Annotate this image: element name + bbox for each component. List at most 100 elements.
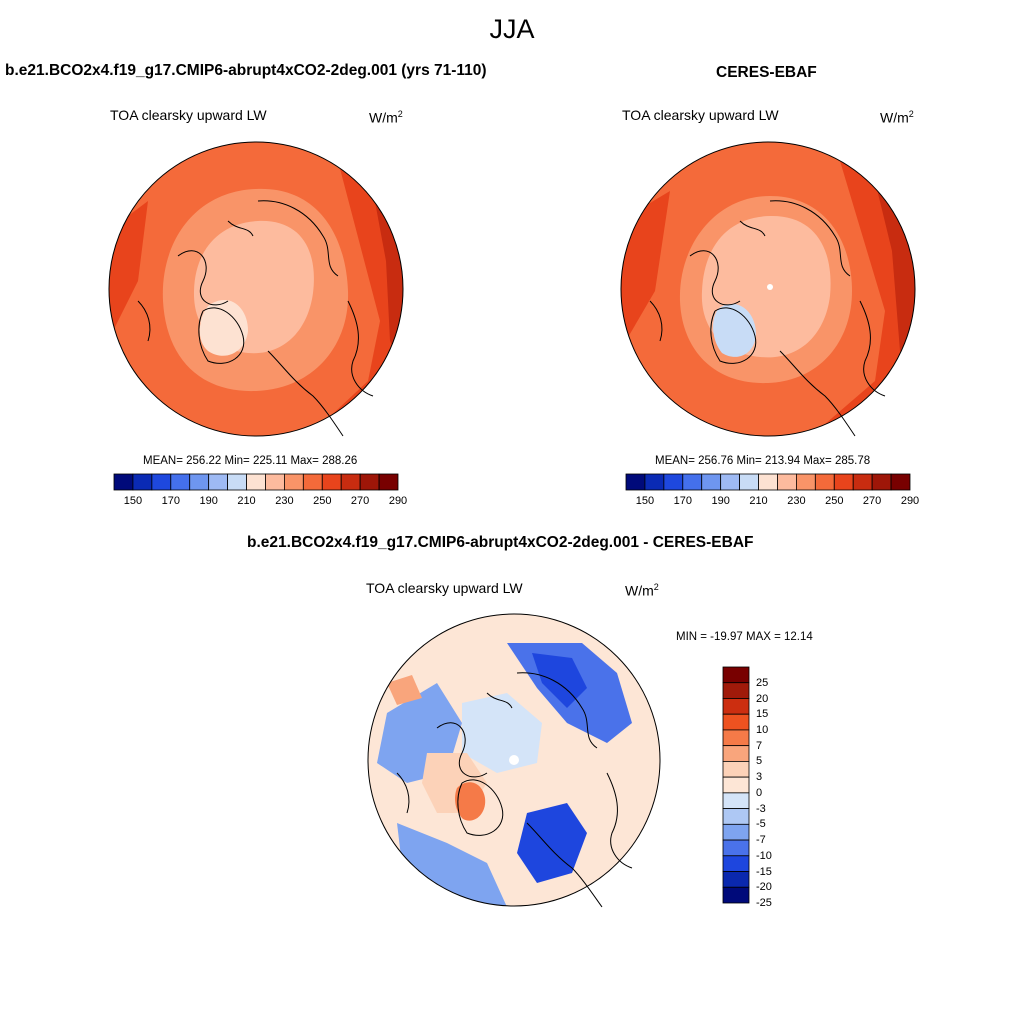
model-colorbar-tick-label: 250 xyxy=(313,495,332,507)
model-colorbar-swatch xyxy=(170,473,191,491)
model-colorbar-swatch xyxy=(227,473,247,491)
diff-colorbar-tick-label: -3 xyxy=(756,802,766,815)
model-colorbar-swatch xyxy=(265,473,285,491)
diff-colorbar-swatch xyxy=(722,745,750,762)
obs-colorbar-swatch xyxy=(663,473,684,491)
diff-panel-title: b.e21.BCO2x4.f19_g17.CMIP6-abrupt4xCO2-2… xyxy=(247,534,754,551)
obs-colorbar-tick-label: 150 xyxy=(635,495,655,507)
model-colorbar-swatch xyxy=(246,473,266,491)
diff-colorbar-tick-label: 0 xyxy=(756,786,763,799)
obs-colorbar-tick-label: 210 xyxy=(749,495,768,507)
model-colorbar-swatch xyxy=(283,473,304,491)
model-units-label: W/m2 xyxy=(369,109,403,126)
diff-colorbar-tick-label: 10 xyxy=(756,723,769,736)
obs-variable-label: TOA clearsky upward LW xyxy=(622,107,779,123)
model-colorbar xyxy=(113,473,399,491)
obs-panel-title: CERES-EBAF xyxy=(716,64,817,81)
obs-colorbar-swatch xyxy=(871,473,892,491)
model-colorbar-swatch xyxy=(113,473,134,491)
diff-colorbar-tick-label: 15 xyxy=(756,708,769,721)
diff-colorbar-ticks: 25 20 15 10 7 5 3 0 -3 -5 -7 -10 -15 -20 -25 xyxy=(756,667,796,909)
diff-colorbar-swatch xyxy=(722,792,750,810)
model-colorbar-tick-label: 170 xyxy=(161,495,180,507)
obs-coastlines xyxy=(649,200,886,437)
season-title: JJA xyxy=(489,14,535,44)
diff-variable-label: TOA clearsky upward LW xyxy=(366,580,523,596)
diff-colorbar-swatch xyxy=(722,776,750,794)
model-colorbar-swatch xyxy=(321,473,342,491)
diff-colorbar-tick-label: -7 xyxy=(756,834,766,847)
diff-colorbar-swatch xyxy=(722,682,750,699)
obs-colorbar-swatch xyxy=(644,473,665,491)
obs-colorbar-swatch xyxy=(758,473,778,491)
diff-colorbar-swatch xyxy=(722,839,750,857)
obs-colorbar-tick-label: 170 xyxy=(673,495,692,507)
model-colorbar-swatch xyxy=(302,473,323,491)
obs-colorbar-swatch xyxy=(701,473,722,491)
diff-colorbar xyxy=(722,666,750,904)
diff-colorbar-tick-label: 3 xyxy=(756,771,763,784)
diff-colorbar-swatch xyxy=(722,808,750,825)
obs-stats: MEAN= 256.76 Min= 213.94 Max= 285.78 xyxy=(655,455,871,467)
diff-warm-greenland xyxy=(455,782,486,821)
diff-strong-cold-south-east xyxy=(517,803,587,883)
diff-pole-hole xyxy=(509,755,519,765)
obs-map-boundary xyxy=(620,141,916,437)
obs-colorbar-swatch xyxy=(890,473,911,491)
obs-colorbar-swatch xyxy=(682,473,703,491)
model-panel-title: b.e21.BCO2x4.f19_g17.CMIP6-abrupt4xCO2-2… xyxy=(5,62,487,79)
obs-colorbar-swatch xyxy=(720,473,740,491)
obs-units-label: W/m2 xyxy=(880,109,914,126)
diff-colorbar-tick-label: 7 xyxy=(756,739,763,752)
diff-polar-map xyxy=(367,613,661,908)
model-map-boundary xyxy=(108,141,404,437)
obs-colorbar-tick-label: 270 xyxy=(862,495,882,507)
diff-colorbar-swatch xyxy=(722,871,750,888)
diff-units-label: W/m2 xyxy=(625,582,659,599)
diff-colorbar-swatch xyxy=(722,729,750,747)
diff-colorbar-tick-label: 5 xyxy=(756,755,763,768)
model-colorbar-tick-label: 290 xyxy=(388,495,408,507)
diff-colorbar-tick-label: -15 xyxy=(756,865,772,878)
obs-colorbar-tick-label: 290 xyxy=(900,495,920,507)
obs-colorbar-swatch xyxy=(833,473,854,491)
obs-colorbar-tick-label: 250 xyxy=(825,495,844,507)
diff-colorbar-swatch xyxy=(722,886,750,904)
diff-colorbar-swatch xyxy=(722,855,750,872)
model-polar-map xyxy=(108,141,404,437)
model-colorbar-swatch xyxy=(189,473,210,491)
obs-colorbar xyxy=(625,473,911,491)
diff-colorbar-tick-label: -10 xyxy=(756,849,772,862)
model-coastlines xyxy=(137,200,374,437)
diff-colorbar-swatch xyxy=(722,823,750,841)
obs-colorbar-swatch xyxy=(852,473,873,491)
diff-stats: MIN = -19.97 MAX = 12.14 xyxy=(676,631,813,643)
diff-colorbar-tick-label: -20 xyxy=(756,881,772,894)
model-variable-label: TOA clearsky upward LW xyxy=(110,107,267,123)
diff-colorbar-swatch xyxy=(722,761,750,778)
model-colorbar-tick-label: 230 xyxy=(275,495,294,507)
model-colorbar-swatch xyxy=(340,473,361,491)
obs-colorbar-swatch xyxy=(795,473,816,491)
obs-pole-hole xyxy=(767,284,773,290)
diff-colorbar-swatch xyxy=(722,666,750,684)
model-colorbar-tick-label: 190 xyxy=(199,495,218,507)
diff-light-cold-center xyxy=(462,693,542,773)
diff-colorbar-swatch xyxy=(722,713,750,731)
obs-colorbar-swatch xyxy=(625,473,646,491)
model-colorbar-swatch xyxy=(208,473,228,491)
diff-warm-spot-north xyxy=(387,675,422,705)
obs-colorbar-tick-label: 230 xyxy=(787,495,806,507)
model-colorbar-tick-label: 270 xyxy=(350,495,370,507)
diff-strong-cold-north xyxy=(532,653,587,708)
diff-map-boundary xyxy=(367,613,661,907)
diff-colorbar-swatch xyxy=(722,698,750,715)
model-stats: MEAN= 256.22 Min= 225.11 Max= 288.26 xyxy=(143,455,358,467)
model-colorbar-tick-label: 150 xyxy=(123,495,143,507)
diff-colorbar-tick-label: 20 xyxy=(756,692,769,705)
obs-colorbar-swatch xyxy=(777,473,797,491)
model-colorbar-tick-label: 210 xyxy=(237,495,256,507)
diff-colorbar-tick-label: -5 xyxy=(756,818,766,831)
model-colorbar-swatch xyxy=(378,473,399,491)
obs-colorbar-swatch xyxy=(814,473,835,491)
